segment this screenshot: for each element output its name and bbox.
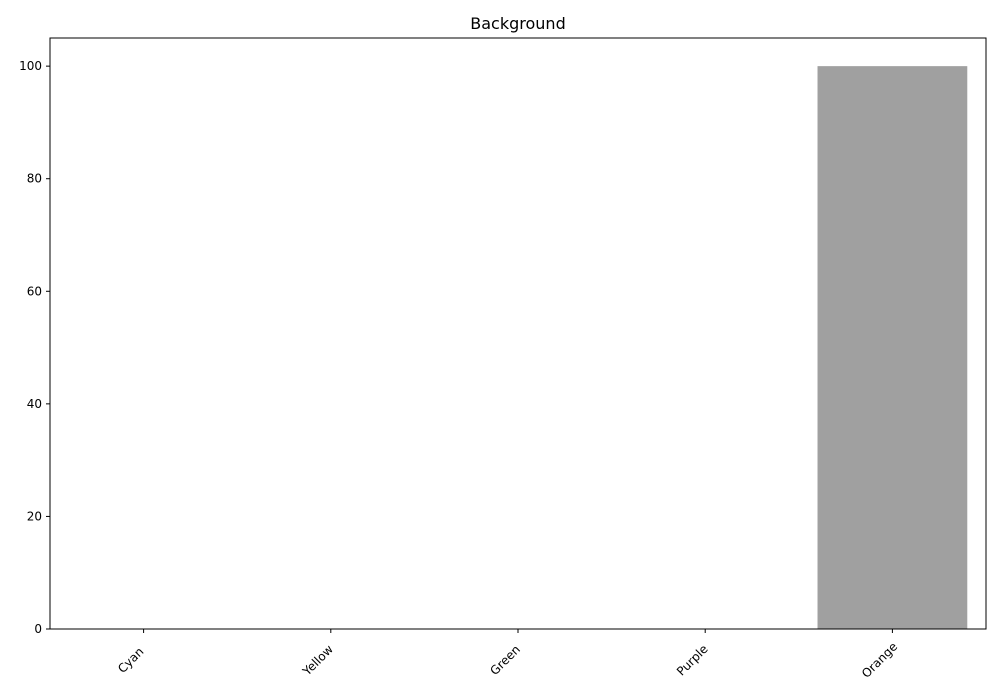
y-tick-label: 80	[27, 172, 42, 186]
x-tick-label: Yellow	[299, 642, 336, 679]
plot-frame	[49, 37, 987, 630]
y-tick-label: 20	[27, 509, 42, 523]
x-tick-label: Cyan	[115, 644, 146, 675]
bar-orange	[817, 66, 968, 629]
x-tick-label: Orange	[859, 640, 900, 681]
y-tick-label: 60	[27, 284, 42, 298]
y-axis: 0 20 40 60 80 100	[19, 59, 50, 636]
y-tick-label: 100	[19, 59, 42, 73]
y-tick-label: 0	[34, 622, 42, 636]
x-tick-label: Purple	[674, 642, 711, 679]
x-tick-label: Green	[487, 642, 523, 678]
bars-layer	[817, 66, 968, 629]
x-axis: Cyan Yellow Green Purple Orange	[115, 629, 900, 681]
chart-title: Background	[470, 14, 565, 33]
y-tick-label: 40	[27, 397, 42, 411]
